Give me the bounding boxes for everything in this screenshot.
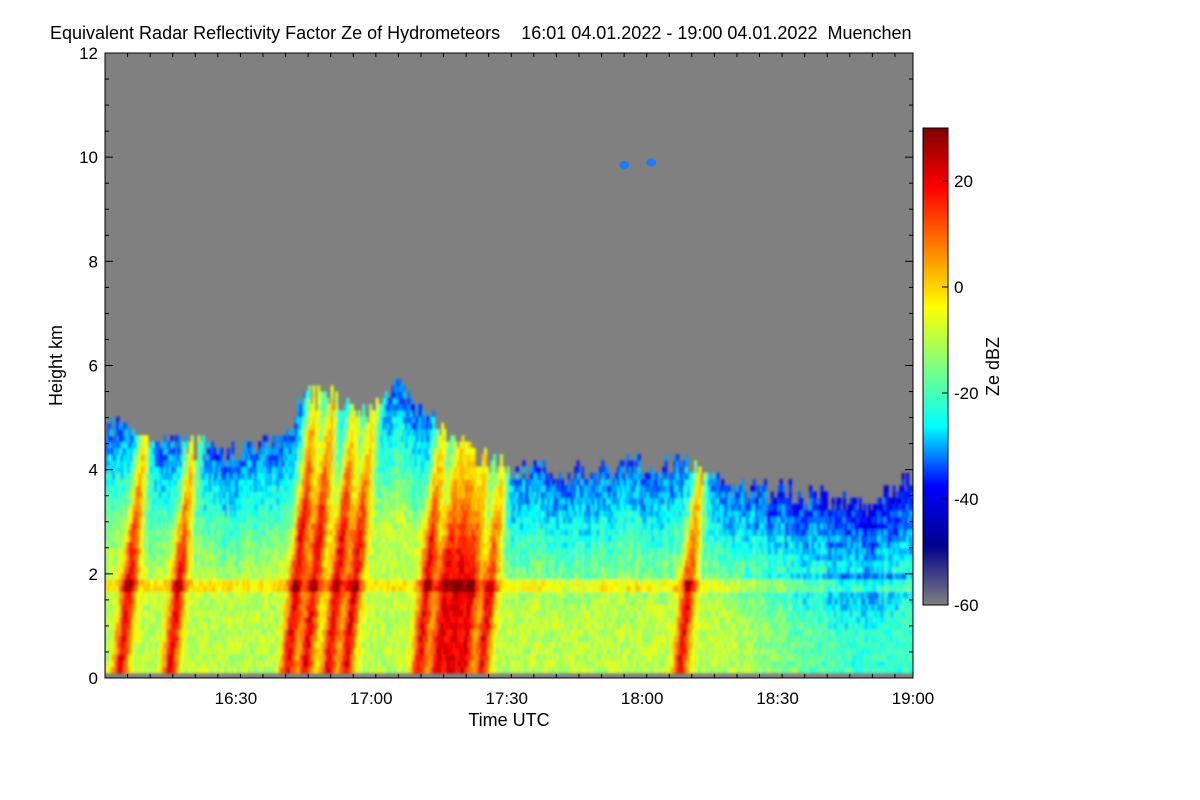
x-axis: 16:30 17:00 17:30 18:00 18:30 19:00 bbox=[104, 53, 935, 708]
y-axis: 0 2 4 6 8 10 12 bbox=[79, 44, 913, 688]
echo-field bbox=[105, 158, 913, 674]
colorbar-tick-label: -20 bbox=[954, 384, 979, 403]
chart-title: Equivalent Radar Reflectivity Factor Ze … bbox=[50, 23, 912, 43]
title-text: Equivalent Radar Reflectivity Factor Ze … bbox=[50, 23, 500, 43]
high-echo bbox=[619, 160, 630, 169]
x-tick-label: 19:00 bbox=[892, 689, 935, 708]
colorbar-tick-label: 0 bbox=[954, 278, 963, 297]
y-tick-label: 2 bbox=[89, 565, 98, 584]
x-axis-label: Time UTC bbox=[468, 710, 549, 730]
colorbar: 20 0 -20 -40 -60 Ze dBZ bbox=[922, 127, 1003, 615]
y-axis-label: Height km bbox=[46, 325, 66, 406]
y-tick-label: 10 bbox=[79, 148, 98, 167]
y-tick-label: 8 bbox=[89, 252, 98, 271]
plot-area bbox=[105, 53, 913, 678]
time-range-text: 16:01 04.01.2022 - 19:00 04.01.2022 bbox=[521, 23, 817, 43]
location-text: Muenchen bbox=[827, 23, 911, 43]
x-tick-label: 18:30 bbox=[756, 689, 799, 708]
colorbar-ticks: 20 0 -20 -40 -60 bbox=[942, 172, 979, 615]
high-echo bbox=[646, 158, 657, 167]
x-tick-label: 17:30 bbox=[485, 689, 528, 708]
x-tick-label: 18:00 bbox=[621, 689, 664, 708]
y-tick-label: 0 bbox=[89, 669, 98, 688]
y-tick-label: 12 bbox=[79, 44, 98, 63]
colorbar-tick-label: -40 bbox=[954, 490, 979, 509]
colorbar-gradient bbox=[922, 127, 949, 606]
colorbar-tick-label: 20 bbox=[954, 172, 973, 191]
y-tick-label: 4 bbox=[89, 461, 98, 480]
colorbar-label: Ze dBZ bbox=[983, 337, 1003, 396]
colorbar-tick-label: -60 bbox=[954, 596, 979, 615]
x-tick-label: 16:30 bbox=[215, 689, 258, 708]
y-tick-label: 6 bbox=[89, 357, 98, 376]
x-tick-label: 17:00 bbox=[350, 689, 393, 708]
